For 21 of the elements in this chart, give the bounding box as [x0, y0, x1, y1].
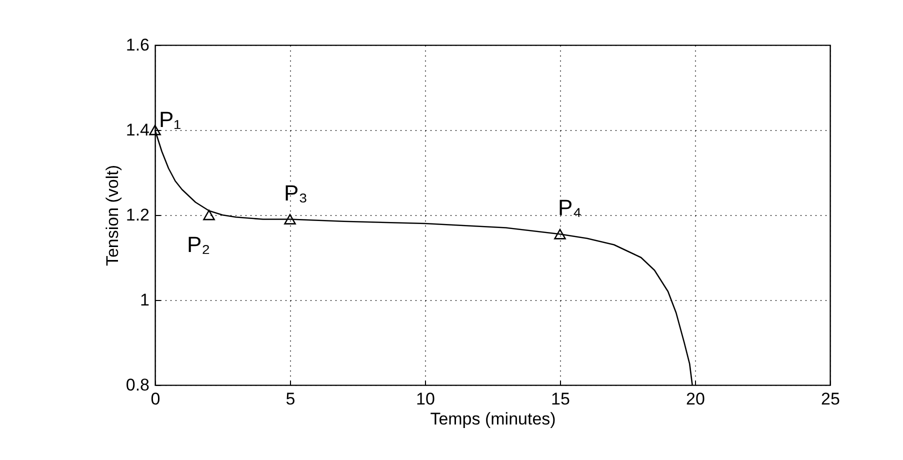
y-tick-label: 1.4 — [126, 120, 150, 140]
x-tick-label: 10 — [416, 390, 435, 408]
annotation: P₄ — [558, 195, 582, 220]
annotation: P₂ — [187, 232, 210, 257]
x-tick-label: 15 — [551, 390, 570, 408]
y-axis-title: Tension (volt) — [102, 164, 122, 266]
y-tick-label: 1.2 — [126, 206, 150, 224]
annotation: P₃ — [284, 180, 308, 206]
point — [554, 228, 566, 240]
y-tick-label: 0.8 — [126, 376, 150, 394]
point — [203, 210, 215, 220]
y-tick-label: 1 — [140, 290, 150, 310]
x-tick-label: 0 — [150, 390, 160, 408]
point — [284, 214, 296, 224]
x-axis-title: Temps (minutes) — [430, 410, 556, 428]
point — [149, 124, 161, 136]
annotation: P₁ — [159, 107, 182, 132]
x-tick-label: 5 — [286, 390, 296, 408]
y-tick-label: 1.6 — [126, 36, 150, 54]
x-tick-label: 25 — [821, 390, 840, 408]
x-tick-label: 20 — [686, 390, 705, 408]
